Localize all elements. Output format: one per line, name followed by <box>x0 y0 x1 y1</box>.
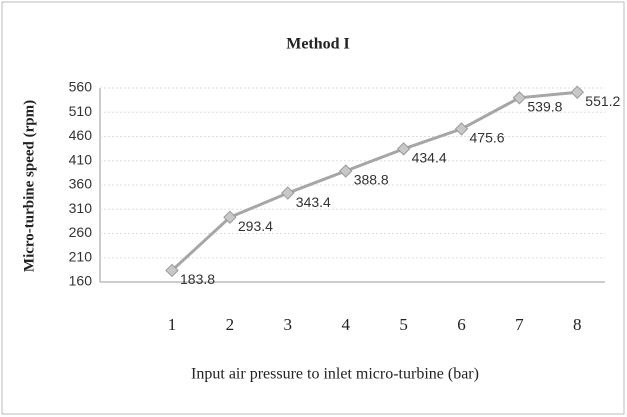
data-line <box>170 90 578 272</box>
x-axis-label: Input air pressure to inlet micro-turbin… <box>191 366 479 383</box>
data-label: 183.8 <box>180 271 215 287</box>
y-tick-label: 410 <box>69 151 93 167</box>
data-label: 551.2 <box>585 93 620 109</box>
data-point <box>281 186 295 200</box>
data-label: 434.4 <box>412 150 447 166</box>
x-tick-label: 3 <box>284 315 293 334</box>
y-tick-label: 560 <box>69 79 93 95</box>
x-tick-label: 7 <box>515 315 524 334</box>
y-tick-label: 210 <box>69 248 93 264</box>
y-tick-label: 160 <box>69 273 93 289</box>
data-point <box>512 91 527 105</box>
y-tick-label: 260 <box>69 224 93 240</box>
data-point <box>396 142 411 156</box>
y-tick-label: 310 <box>69 200 93 216</box>
y-axis-label: Micro-turbine speed (rpm) <box>21 100 37 272</box>
y-tick-label: 460 <box>69 127 93 143</box>
x-tick-label: 8 <box>573 315 582 334</box>
data-point <box>454 122 469 136</box>
chart-title: Method I <box>286 36 350 53</box>
y-tick-label: 510 <box>69 103 93 119</box>
data-point <box>223 210 237 225</box>
x-tick-label: 4 <box>341 315 350 334</box>
y-tick-label: 360 <box>69 176 93 192</box>
x-tick-label: 1 <box>168 315 177 334</box>
data-point <box>165 263 179 278</box>
data-point <box>338 164 353 178</box>
data-label: 475.6 <box>470 130 505 146</box>
data-point <box>570 85 585 99</box>
data-label: 539.8 <box>527 99 562 115</box>
data-label: 388.8 <box>354 172 389 188</box>
data-label: 343.4 <box>296 194 331 210</box>
x-tick-label: 5 <box>399 315 408 334</box>
x-tick-label: 2 <box>226 315 235 334</box>
x-tick-label: 6 <box>457 315 466 334</box>
data-label: 293.4 <box>238 218 273 234</box>
